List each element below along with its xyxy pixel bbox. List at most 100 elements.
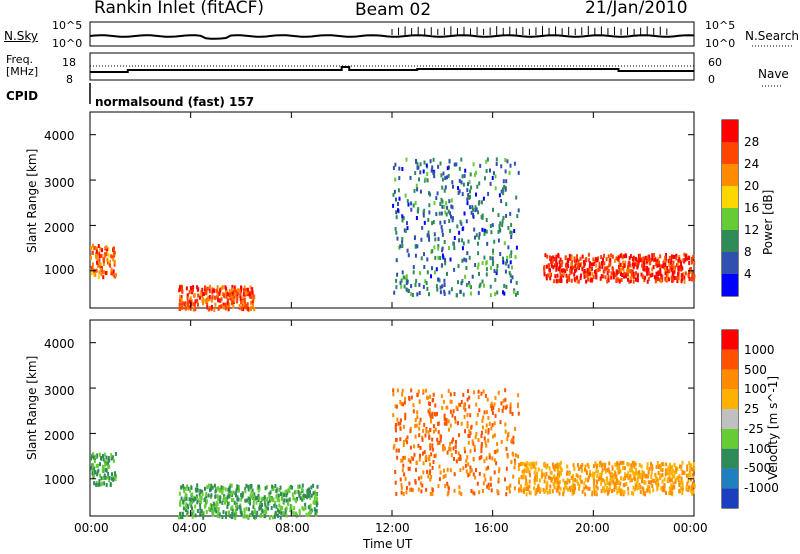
echo-pixel bbox=[655, 271, 658, 276]
echo-pixel bbox=[649, 261, 652, 266]
echo-pixel bbox=[264, 505, 267, 510]
echo-pixel bbox=[406, 248, 409, 253]
echo-pixel bbox=[194, 307, 197, 312]
echo-pixel bbox=[236, 506, 239, 511]
echo-pixel bbox=[597, 256, 600, 261]
echo-pixel bbox=[251, 300, 254, 305]
echo-pixel bbox=[558, 464, 561, 469]
echo-pixel bbox=[90, 255, 92, 260]
echo-pixel bbox=[680, 261, 682, 266]
echo-pixel bbox=[438, 211, 441, 216]
echo-pixel bbox=[449, 211, 451, 216]
echo-pixel bbox=[217, 507, 220, 512]
velocity-colorbar-tick: 500 bbox=[744, 362, 767, 377]
echo-pixel bbox=[688, 261, 691, 265]
echo-pixel bbox=[396, 455, 399, 460]
echo-pixel bbox=[467, 182, 470, 187]
echo-pixel bbox=[112, 477, 115, 482]
echo-pixel bbox=[632, 491, 635, 496]
echo-pixel bbox=[239, 291, 242, 296]
echo-pixel bbox=[243, 507, 246, 512]
echo-pixel bbox=[459, 468, 462, 473]
echo-pixel bbox=[279, 507, 282, 512]
echo-pixel bbox=[513, 465, 516, 470]
echo-pixel bbox=[635, 471, 638, 476]
echo-pixel bbox=[503, 184, 506, 189]
echo-pixel bbox=[615, 477, 618, 482]
echo-pixel bbox=[554, 463, 557, 468]
echo-pixel bbox=[564, 256, 567, 261]
echo-pixel bbox=[630, 273, 633, 278]
echo-pixel bbox=[428, 471, 431, 475]
echo-pixel bbox=[591, 473, 594, 478]
echo-pixel bbox=[450, 198, 453, 203]
echo-pixel bbox=[231, 290, 234, 295]
echo-pixel bbox=[234, 292, 237, 297]
echo-pixel bbox=[668, 465, 671, 470]
echo-pixel bbox=[458, 166, 461, 171]
echo-pixel bbox=[233, 500, 236, 505]
echo-pixel bbox=[191, 514, 194, 519]
echo-pixel bbox=[464, 463, 467, 468]
echo-pixel bbox=[649, 480, 652, 485]
echo-pixel bbox=[201, 293, 204, 298]
echo-pixel bbox=[211, 304, 213, 309]
echo-pixel bbox=[247, 290, 250, 295]
echo-pixel bbox=[405, 438, 407, 443]
echo-pixel bbox=[247, 496, 250, 501]
echo-pixel bbox=[453, 267, 456, 272]
echo-pixel bbox=[438, 278, 441, 283]
echo-pixel bbox=[556, 472, 559, 477]
echo-pixel bbox=[104, 475, 107, 480]
echo-pixel bbox=[504, 397, 507, 402]
echo-pixel bbox=[404, 396, 407, 401]
echo-pixel bbox=[651, 464, 654, 469]
echo-pixel bbox=[250, 295, 253, 300]
echo-pixel bbox=[486, 241, 489, 246]
echo-pixel bbox=[243, 297, 246, 302]
echo-pixel bbox=[525, 487, 528, 491]
echo-pixel bbox=[476, 184, 479, 189]
echo-pixel bbox=[620, 267, 623, 272]
echo-pixel bbox=[481, 425, 484, 430]
echo-pixel bbox=[589, 278, 592, 283]
echo-pixel bbox=[522, 475, 525, 480]
echo-pixel bbox=[662, 488, 665, 493]
echo-pixel bbox=[589, 268, 592, 273]
echo-pixel bbox=[600, 489, 603, 494]
echo-pixel bbox=[428, 454, 431, 459]
echo-pixel bbox=[288, 497, 291, 502]
echo-pixel bbox=[443, 417, 446, 422]
echo-pixel bbox=[506, 259, 508, 264]
echo-pixel bbox=[99, 462, 101, 467]
echo-pixel bbox=[93, 466, 96, 471]
echo-pixel bbox=[285, 489, 288, 494]
echo-pixel bbox=[482, 489, 484, 493]
echo-pixel bbox=[422, 470, 425, 475]
echo-pixel bbox=[431, 488, 434, 493]
echo-pixel bbox=[96, 260, 99, 265]
echo-pixel bbox=[429, 394, 432, 399]
echo-pixel bbox=[415, 183, 418, 188]
echo-pixel bbox=[689, 477, 692, 482]
echo-pixel bbox=[271, 484, 274, 489]
echo-pixel bbox=[608, 481, 611, 486]
echo-pixel bbox=[184, 301, 187, 306]
echo-pixel bbox=[217, 293, 219, 298]
echo-pixel bbox=[190, 288, 193, 293]
echo-pixel bbox=[528, 462, 531, 467]
echo-pixel bbox=[637, 485, 640, 490]
echo-pixel bbox=[193, 302, 195, 307]
echo-pixel bbox=[205, 509, 208, 514]
echo-pixel bbox=[661, 462, 664, 466]
echo-pixel bbox=[586, 486, 589, 491]
echo-pixel bbox=[415, 216, 418, 220]
echo-pixel bbox=[558, 470, 561, 475]
echo-pixel bbox=[598, 261, 601, 266]
echo-pixel bbox=[570, 262, 573, 267]
echo-pixel bbox=[566, 464, 569, 469]
echo-pixel bbox=[639, 490, 642, 495]
echo-pixel bbox=[613, 487, 616, 492]
echo-pixel bbox=[202, 515, 205, 520]
echo-pixel bbox=[587, 478, 590, 483]
